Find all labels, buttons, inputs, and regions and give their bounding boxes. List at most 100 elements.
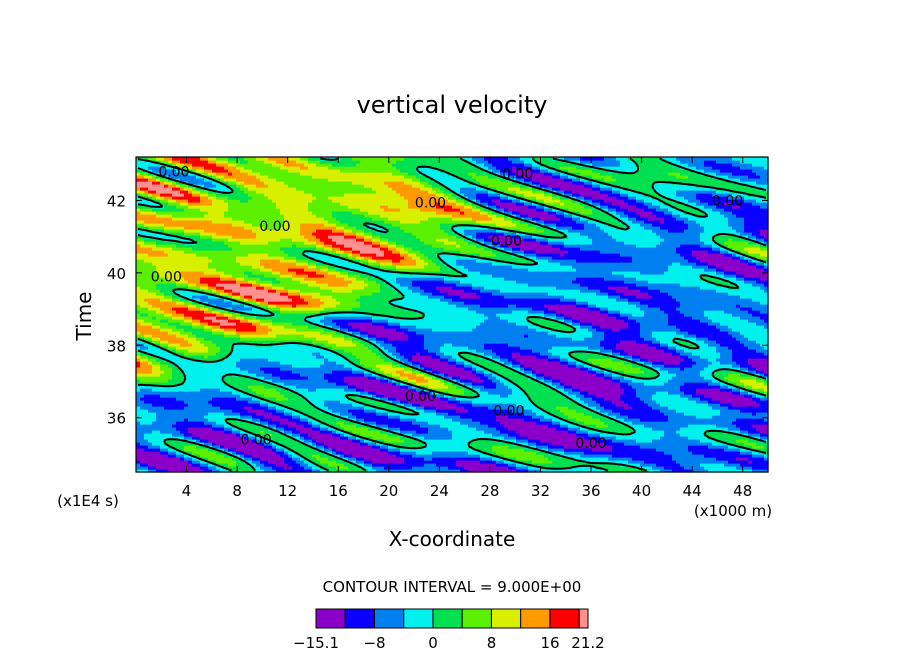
heatmap-cell (632, 439, 637, 443)
heatmap-cell (652, 439, 657, 443)
heatmap-cell (196, 469, 201, 473)
heatmap-cell (532, 436, 537, 440)
heatmap-cell (592, 463, 597, 467)
heatmap-cell (460, 445, 465, 449)
heatmap-cell (204, 466, 209, 470)
heatmap-cell (668, 439, 673, 443)
heatmap-cell (704, 466, 709, 470)
heatmap-cell (708, 439, 713, 443)
heatmap-cell (188, 442, 193, 446)
heatmap-cell (712, 463, 717, 467)
heatmap-cell (448, 463, 453, 467)
heatmap-cell (720, 445, 725, 449)
heatmap-cell (672, 454, 677, 458)
heatmap-cell (292, 460, 297, 464)
heatmap-cell (496, 469, 501, 473)
heatmap-cell (408, 454, 413, 458)
heatmap-cell (288, 457, 293, 461)
heatmap-cell (508, 445, 513, 449)
heatmap-cell (356, 454, 361, 458)
heatmap-cell (200, 454, 205, 458)
heatmap-cell (388, 439, 393, 443)
heatmap-cell (520, 448, 525, 452)
heatmap-cell (600, 439, 605, 443)
heatmap-cell (344, 463, 349, 467)
heatmap-cell (312, 454, 317, 458)
heatmap-cell (752, 457, 757, 461)
heatmap-cell (532, 457, 537, 461)
heatmap-cell (648, 469, 653, 473)
heatmap-cell (680, 451, 685, 455)
heatmap-cell (484, 469, 489, 473)
heatmap-cell (292, 457, 297, 461)
heatmap-cell (272, 466, 277, 470)
heatmap-cell (196, 466, 201, 470)
heatmap-cell (180, 463, 185, 467)
heatmap-cell (576, 463, 581, 467)
heatmap-cell (656, 460, 661, 464)
heatmap-cell (248, 469, 253, 473)
heatmap-cell (248, 436, 253, 440)
heatmap-cell (408, 448, 413, 452)
heatmap-cell (248, 454, 253, 458)
heatmap-cell (548, 439, 553, 443)
heatmap-cell (732, 466, 737, 470)
heatmap-cell (172, 451, 177, 455)
heatmap-cell (444, 469, 449, 473)
heatmap-cell (352, 439, 357, 443)
heatmap-cell (200, 448, 205, 452)
heatmap-cell (288, 460, 293, 464)
heatmap-cell (328, 463, 333, 467)
heatmap-cell (420, 460, 425, 464)
heatmap-cell (488, 454, 493, 458)
heatmap-cell (624, 439, 629, 443)
heatmap-cell (212, 454, 217, 458)
heatmap-cell (204, 436, 209, 440)
heatmap-cell (348, 454, 353, 458)
heatmap-cell (584, 454, 589, 458)
heatmap-cell (436, 451, 441, 455)
heatmap-cell (372, 436, 377, 440)
heatmap-cell (716, 445, 721, 449)
heatmap-cell (392, 448, 397, 452)
heatmap-cell (720, 454, 725, 458)
heatmap-cell (736, 460, 741, 464)
heatmap-cell (168, 466, 173, 470)
heatmap-cell (664, 445, 669, 449)
heatmap-cell (636, 445, 641, 449)
heatmap-cell (192, 436, 197, 440)
heatmap-cell (536, 442, 541, 446)
heatmap-cell (260, 439, 265, 443)
heatmap-cell (568, 454, 573, 458)
heatmap-cell (708, 442, 713, 446)
heatmap-cell (392, 469, 397, 473)
heatmap-cell (356, 463, 361, 467)
heatmap-cell (324, 466, 329, 470)
heatmap-cell (584, 442, 589, 446)
heatmap-cell (484, 466, 489, 470)
heatmap-cell (648, 448, 653, 452)
heatmap-cell (284, 439, 289, 443)
heatmap-cell (644, 448, 649, 452)
heatmap-cell (396, 448, 401, 452)
heatmap-cell (144, 448, 149, 452)
heatmap-cell (320, 442, 325, 446)
heatmap-cell (676, 460, 681, 464)
heatmap-cell (624, 457, 629, 461)
heatmap-cell (492, 457, 497, 461)
heatmap-cell (740, 457, 745, 461)
heatmap-cell (660, 463, 665, 467)
heatmap-cell (484, 448, 489, 452)
heatmap-cell (544, 469, 549, 473)
heatmap-cell (152, 469, 157, 473)
heatmap-cell (220, 457, 225, 461)
heatmap-cell (672, 463, 677, 467)
heatmap-cell (368, 451, 373, 455)
heatmap-cell (508, 439, 513, 443)
heatmap-cell (676, 445, 681, 449)
heatmap-cell (304, 466, 309, 470)
heatmap-cell (572, 445, 577, 449)
heatmap-cell (264, 436, 269, 440)
heatmap-cell (616, 454, 621, 458)
heatmap-cell (252, 466, 257, 470)
